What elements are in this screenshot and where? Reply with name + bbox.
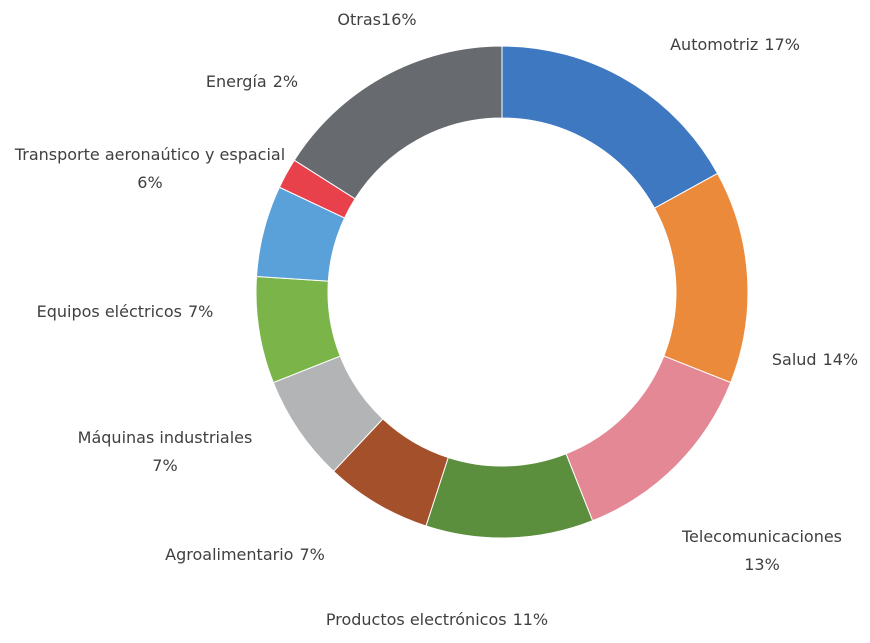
category-name: Agroalimentario: [165, 545, 293, 564]
value-label: 17%: [764, 35, 800, 54]
category-name: Equipos eléctricos: [37, 302, 182, 321]
slice-label: Máquinas industriales 7%: [78, 428, 253, 475]
value-label: 13%: [744, 555, 780, 574]
value-label: 2%: [273, 72, 298, 91]
value-label: 7%: [188, 302, 213, 321]
slice-label: Automotriz 17%: [670, 35, 800, 54]
slice-label: Telecomunicaciones 13%: [681, 527, 842, 574]
slice-label: Equipos eléctricos 7%: [37, 302, 214, 321]
category-name: Automotriz: [670, 35, 758, 54]
donut-slice: [293, 45, 503, 200]
donut-slice: [425, 453, 594, 539]
slice-label: Salud 14%: [772, 350, 858, 369]
slice-label: Otras16%: [337, 10, 416, 29]
category-name: Máquinas industriales: [78, 428, 253, 447]
donut-slice: [653, 172, 749, 384]
slice-label: Energía 2%: [206, 72, 298, 91]
category-name: Telecomunicaciones: [681, 527, 842, 546]
value-label: 7%: [299, 545, 324, 564]
value-label: 6%: [137, 173, 162, 192]
slice-label: Agroalimentario 7%: [165, 545, 325, 564]
value-label: 16%: [381, 10, 417, 29]
category-name: Productos electrónicos: [326, 610, 507, 629]
category-name: Otras: [337, 10, 381, 29]
value-label: 14%: [823, 350, 859, 369]
value-label: 11%: [513, 610, 549, 629]
category-name: Transporte aeronaútico y espacial: [14, 145, 285, 164]
slice-label: Productos electrónicos 11%: [326, 610, 548, 629]
donut-slice: [501, 45, 719, 209]
slice-label: Transporte aeronaútico y espacial 6%: [14, 145, 285, 192]
category-name: Energía: [206, 72, 267, 91]
donut-slice: [565, 355, 732, 522]
value-label: 7%: [152, 456, 177, 475]
category-name: Salud: [772, 350, 817, 369]
